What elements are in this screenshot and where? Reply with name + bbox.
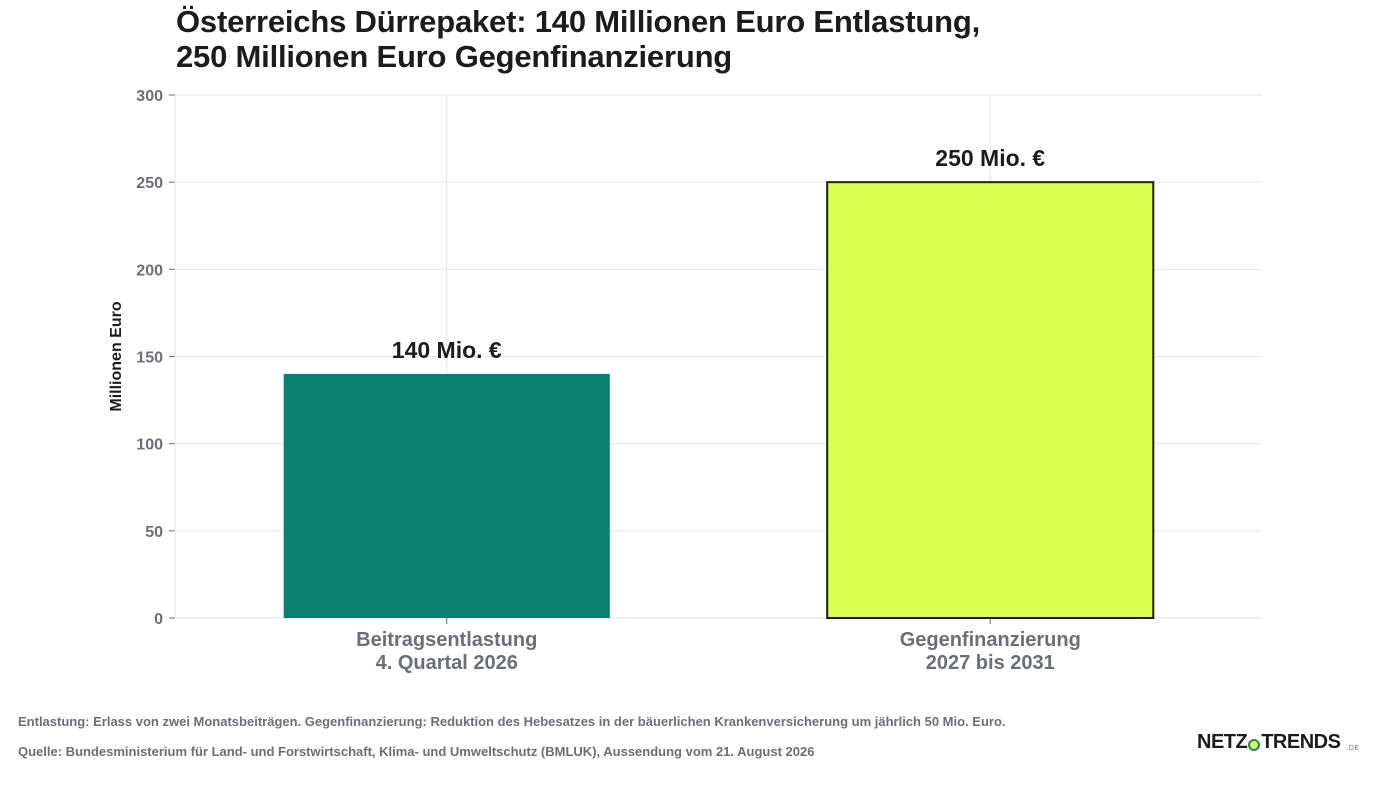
y-tick-label: 250 <box>136 175 163 192</box>
x-tick-label: 2027 bis 2031 <box>926 652 1055 674</box>
x-tick-label: Gegenfinanzierung <box>900 629 1081 651</box>
data-label: 250 Mio. € <box>935 145 1045 171</box>
logo-tld: .DE <box>1346 745 1360 752</box>
chart-title: Österreichs Dürrepaket: 140 Millionen Eu… <box>176 4 980 74</box>
y-tick-label: 100 <box>136 437 163 454</box>
labels: 0 50 100 150 200 250 300 Millionen Euro 140 Mio.… <box>108 88 1081 674</box>
footnote: Entlastung: Erlass von zwei Monatsbeiträ… <box>18 714 1006 729</box>
x-tick-label: 4. Quartal 2026 <box>376 652 518 674</box>
y-tick-label: 0 <box>154 611 163 628</box>
logo-text-netz: NETZ <box>1197 731 1248 753</box>
y-axis-label: Millionen Euro <box>108 301 125 411</box>
y-tick-label: 300 <box>136 88 163 105</box>
y-tick-label: 50 <box>145 524 163 541</box>
data-label: 140 Mio. € <box>392 337 502 363</box>
chart-title-line-1: Österreichs Dürrepaket: 140 Millionen Eu… <box>176 4 981 39</box>
x-tick-label: Beitragsentlastung <box>356 629 537 651</box>
bars <box>283 181 1155 620</box>
logo-dot-icon <box>1248 738 1261 751</box>
bar-2 <box>826 181 1155 620</box>
netztrends-logo: NETZ TRENDS .DE <box>1197 731 1360 754</box>
source-note: Quelle: Bundesministerium für Land- und … <box>18 744 815 759</box>
bar-chart: 0 50 100 150 200 250 300 Millionen Euro 140 Mio.… <box>108 88 1262 674</box>
y-tick-label: 200 <box>136 262 163 279</box>
logo-text-trends: TRENDS <box>1261 731 1341 753</box>
chart-title-line-2: 250 Millionen Euro Gegenfinanzierung <box>176 39 733 74</box>
bar-1 <box>283 373 610 618</box>
y-tick-label: 150 <box>136 350 163 367</box>
